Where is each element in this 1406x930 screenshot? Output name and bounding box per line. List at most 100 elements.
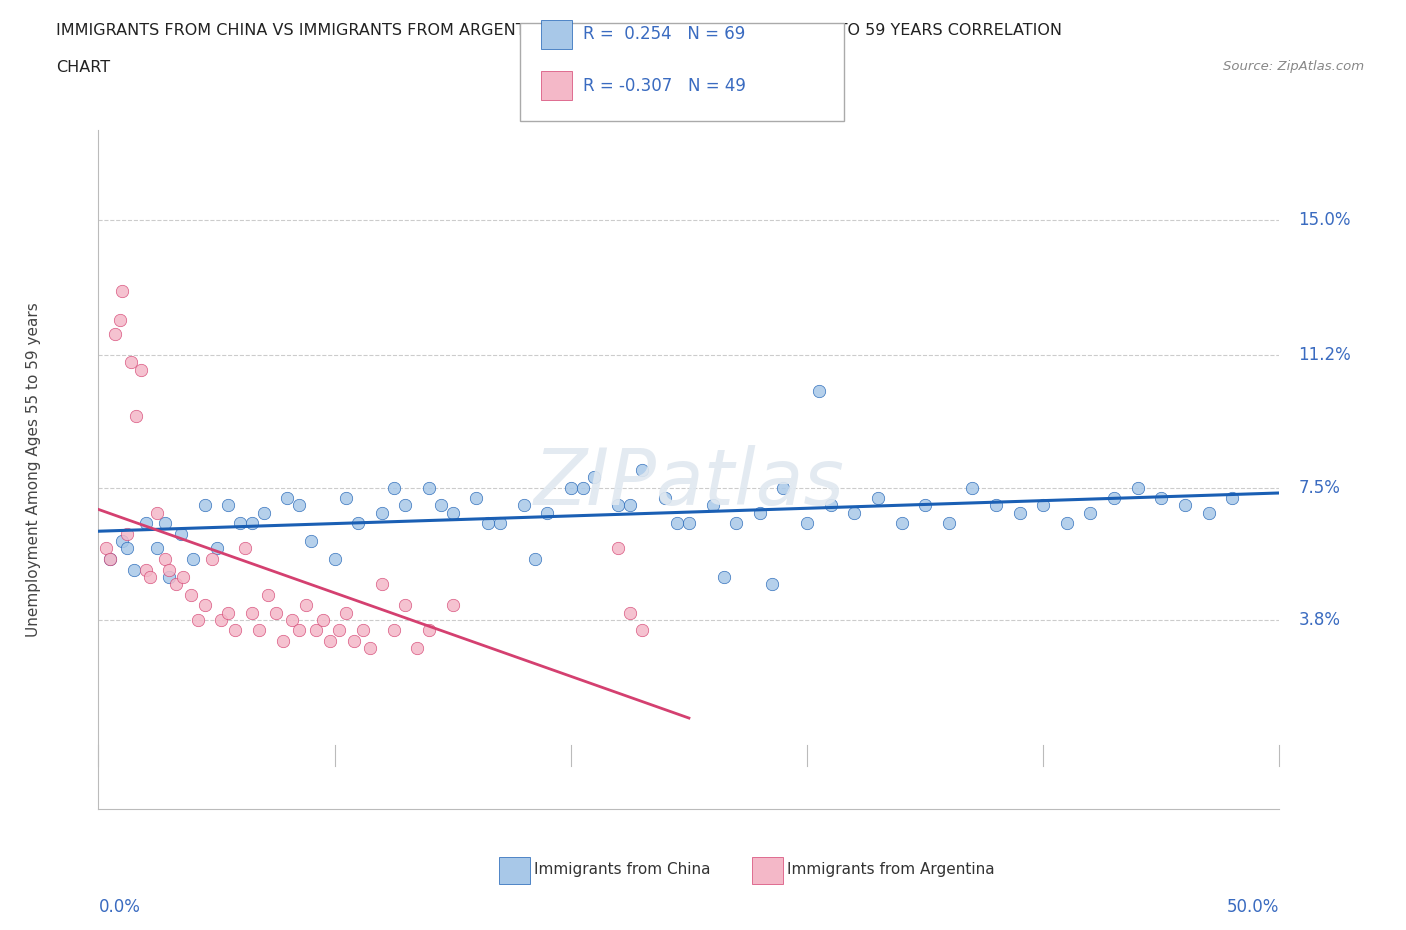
Text: 50.0%: 50.0% — [1227, 898, 1279, 916]
Point — [1220, 491, 1243, 506]
Text: CHART: CHART — [56, 60, 110, 75]
Point — [441, 598, 464, 613]
Point — [111, 534, 134, 549]
Point — [146, 541, 169, 556]
Point — [890, 516, 912, 531]
Point — [1126, 480, 1149, 495]
Text: IMMIGRANTS FROM CHINA VS IMMIGRANTS FROM ARGENTINA UNEMPLOYMENT AMONG AGES 55 TO: IMMIGRANTS FROM CHINA VS IMMIGRANTS FROM… — [56, 23, 1063, 38]
Point — [583, 470, 606, 485]
Point — [139, 569, 162, 584]
Text: R =  0.254   N = 69: R = 0.254 N = 69 — [583, 25, 745, 44]
Point — [157, 563, 180, 578]
Point — [209, 612, 232, 627]
Point — [418, 480, 440, 495]
Point — [170, 526, 193, 541]
Point — [796, 516, 818, 531]
Point — [108, 312, 131, 327]
Point — [1008, 505, 1031, 520]
Point — [135, 516, 157, 531]
Point — [104, 326, 127, 341]
Text: Source: ZipAtlas.com: Source: ZipAtlas.com — [1223, 60, 1364, 73]
Point — [866, 491, 889, 506]
Point — [630, 623, 652, 638]
Point — [1080, 505, 1102, 520]
Point — [264, 605, 287, 620]
Point — [371, 577, 394, 591]
Point — [323, 551, 346, 566]
Point — [371, 505, 394, 520]
Point — [725, 516, 748, 531]
Point — [98, 551, 121, 566]
Point — [98, 551, 121, 566]
Point — [844, 505, 866, 520]
Point — [125, 408, 148, 423]
Point — [914, 498, 936, 512]
Point — [536, 505, 558, 520]
Point — [938, 516, 960, 531]
Point — [630, 462, 652, 477]
Point — [240, 605, 263, 620]
Text: Immigrants from China: Immigrants from China — [534, 862, 711, 877]
Point — [201, 551, 224, 566]
Point — [441, 505, 464, 520]
Point — [607, 498, 630, 512]
Point — [247, 623, 270, 638]
Point — [135, 563, 157, 578]
Text: R = -0.307   N = 49: R = -0.307 N = 49 — [583, 76, 747, 95]
Point — [253, 505, 276, 520]
Point — [352, 623, 374, 638]
Point — [181, 551, 204, 566]
Point — [146, 505, 169, 520]
Point — [194, 598, 217, 613]
Point — [312, 612, 335, 627]
Point — [165, 577, 187, 591]
Point — [666, 516, 689, 531]
Point — [257, 587, 280, 602]
Point — [1056, 516, 1078, 531]
Point — [1032, 498, 1054, 512]
Point — [240, 516, 263, 531]
Point — [94, 541, 117, 556]
Point — [129, 362, 152, 377]
Point — [962, 480, 984, 495]
Point — [281, 612, 304, 627]
Point — [512, 498, 534, 512]
Point — [465, 491, 488, 506]
Point — [571, 480, 593, 495]
Point — [748, 505, 770, 520]
Point — [233, 541, 256, 556]
Point — [820, 498, 842, 512]
Point — [619, 605, 641, 620]
Point — [477, 516, 499, 531]
Point — [180, 587, 202, 602]
Point — [328, 623, 350, 638]
Point — [654, 491, 676, 506]
Point — [406, 641, 429, 656]
Point — [115, 541, 138, 556]
Point — [229, 516, 252, 531]
Text: 3.8%: 3.8% — [1298, 611, 1340, 629]
Point — [524, 551, 547, 566]
Point — [761, 577, 783, 591]
Point — [418, 623, 440, 638]
Point — [713, 569, 735, 584]
Point — [382, 480, 405, 495]
Text: Immigrants from Argentina: Immigrants from Argentina — [787, 862, 995, 877]
Point — [319, 633, 342, 648]
Point — [217, 498, 239, 512]
Point — [157, 569, 180, 584]
Point — [299, 534, 322, 549]
Point — [305, 623, 328, 638]
Point — [1198, 505, 1220, 520]
Point — [224, 623, 246, 638]
Point — [347, 516, 370, 531]
Point — [1102, 491, 1125, 506]
Point — [560, 480, 582, 495]
Point — [359, 641, 381, 656]
Point — [1174, 498, 1197, 512]
Point — [194, 498, 217, 512]
Point — [807, 383, 830, 398]
Text: 15.0%: 15.0% — [1298, 210, 1351, 229]
Point — [607, 541, 630, 556]
Point — [187, 612, 209, 627]
